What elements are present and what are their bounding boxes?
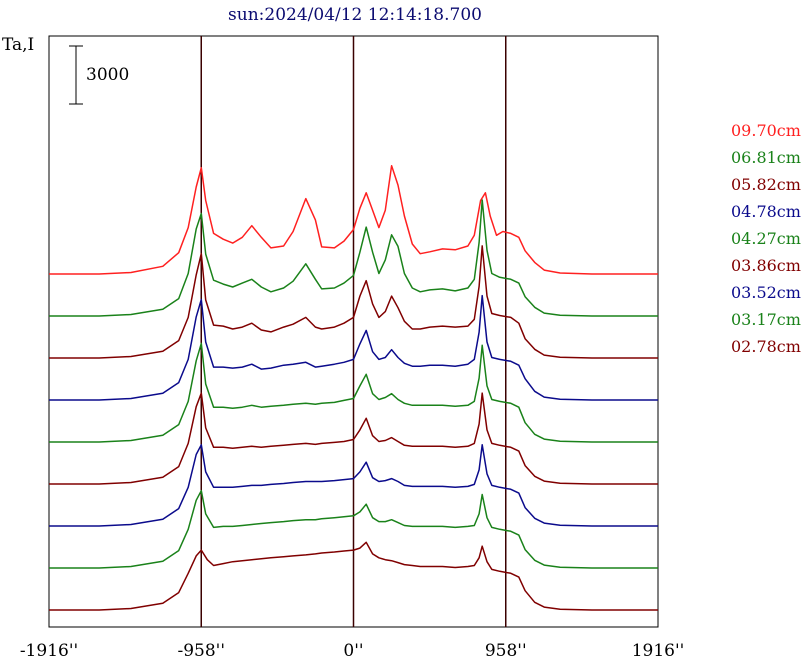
x-tick-label-0: -1916'' — [20, 641, 78, 661]
legend-item-0: 09.70cm — [731, 121, 801, 140]
x-tick-label-3: 958'' — [485, 641, 527, 661]
legend: 09.70cm 06.81cm 05.82cm 04.78cm 04.27cm 03.86… — [731, 121, 801, 356]
x-tick-label-4: 1916'' — [632, 641, 685, 661]
legend-item-2: 05.82cm — [731, 175, 801, 194]
series-line-03.86cm — [49, 392, 658, 485]
legend-item-7: 03.17cm — [731, 310, 801, 329]
x-tick-label-2: 0'' — [343, 641, 363, 661]
series-line-06.81cm — [49, 199, 658, 317]
legend-item-3: 04.78cm — [731, 202, 801, 221]
x-tick-labels: -1916'' -958'' 0'' 958'' 1916'' — [20, 641, 684, 661]
series-line-04.78cm — [49, 294, 658, 401]
series-line-03.17cm — [49, 489, 658, 569]
series-line-09.70cm — [49, 164, 658, 275]
series-layer — [49, 164, 658, 611]
series-line-02.78cm — [49, 541, 658, 611]
legend-item-4: 04.27cm — [731, 229, 801, 248]
series-line-05.82cm — [49, 245, 658, 359]
vertical-marker-lines — [200, 36, 507, 627]
series-line-03.52cm — [49, 444, 658, 527]
legend-item-1: 06.81cm — [731, 148, 801, 167]
legend-item-8: 02.78cm — [731, 337, 801, 356]
chart-title: sun:2024/04/12 12:14:18.700 — [228, 5, 482, 25]
x-tick-label-1: -958'' — [177, 641, 225, 661]
legend-item-6: 03.52cm — [731, 283, 801, 302]
legend-item-5: 03.86cm — [731, 256, 801, 275]
series-line-04.27cm — [49, 342, 658, 443]
scale-bar-label: 3000 — [86, 65, 129, 85]
scale-bar: 3000 — [69, 45, 129, 105]
y-axis-label: Ta,I — [2, 35, 34, 55]
